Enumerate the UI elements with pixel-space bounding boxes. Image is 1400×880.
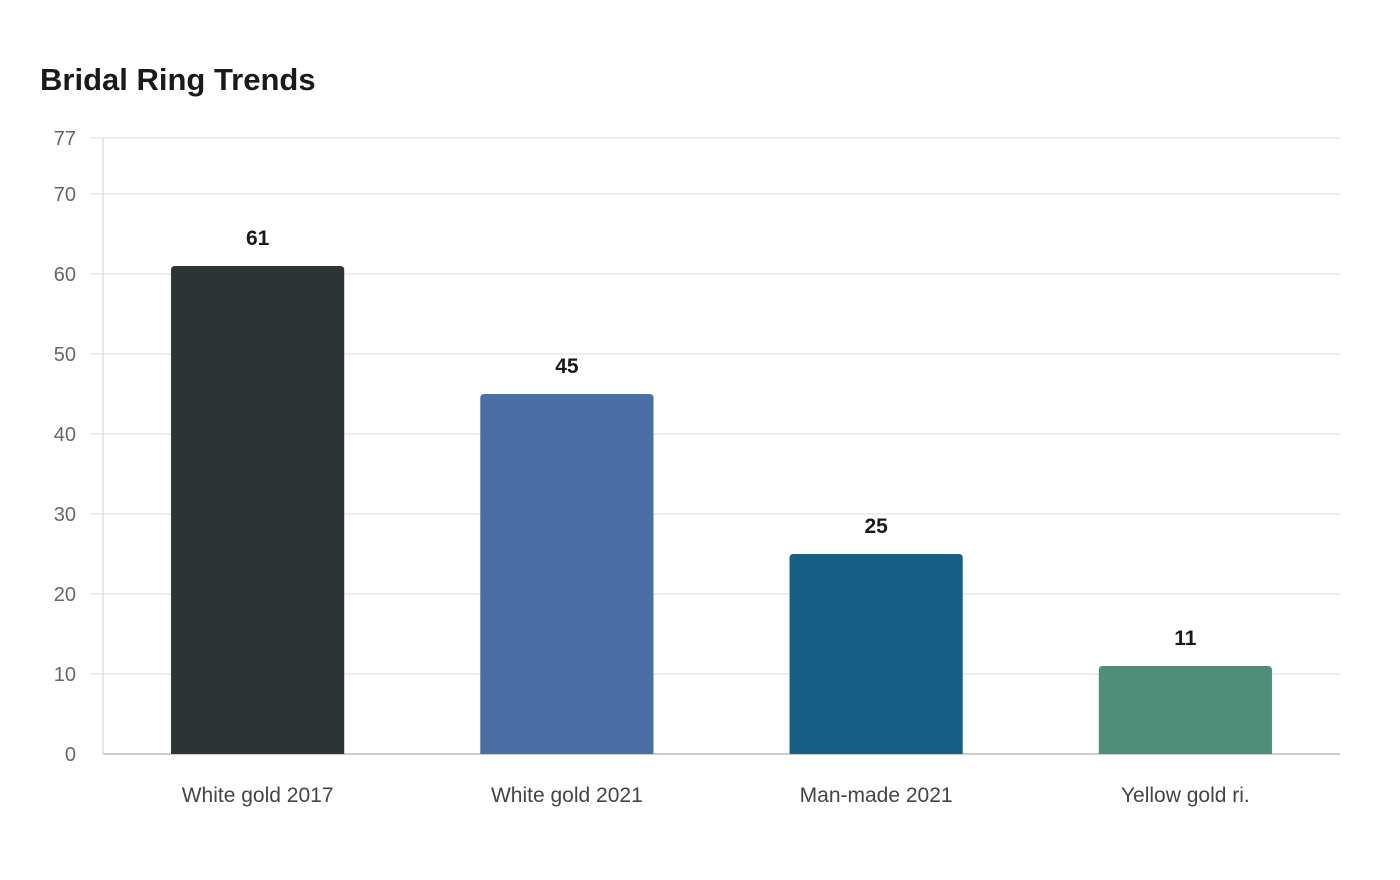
x-tick-label: White gold 2021 <box>491 784 643 807</box>
y-tick-label: 40 <box>54 424 76 446</box>
y-tick-label: 10 <box>54 664 76 686</box>
labels: 0 10 20 30 40 50 60 70 77 61 White gold 2017 45 Whit… <box>54 128 1250 807</box>
bars <box>171 266 1272 754</box>
data-label: 11 <box>1174 627 1197 650</box>
y-tick-label: 70 <box>54 184 76 206</box>
bar[interactable] <box>480 394 654 754</box>
data-label: 61 <box>246 227 270 250</box>
y-tick-label: 60 <box>54 264 76 286</box>
bar[interactable] <box>171 266 345 754</box>
chart-title: Bridal Ring Trends <box>40 62 316 97</box>
y-tick-label: 20 <box>54 584 76 606</box>
x-tick-label: Man-made 2021 <box>800 784 953 807</box>
y-tick-label: 0 <box>65 744 76 766</box>
y-tick-label: 30 <box>54 504 76 526</box>
x-tick-label: Yellow gold ri. <box>1121 784 1250 807</box>
data-label: 25 <box>864 515 888 538</box>
x-tick-label: White gold 2017 <box>182 784 334 807</box>
y-tick-label: 50 <box>54 344 76 366</box>
data-label: 45 <box>555 355 579 378</box>
bar[interactable] <box>1098 666 1272 754</box>
y-tick-label: 77 <box>54 128 76 150</box>
bar[interactable] <box>789 554 963 754</box>
